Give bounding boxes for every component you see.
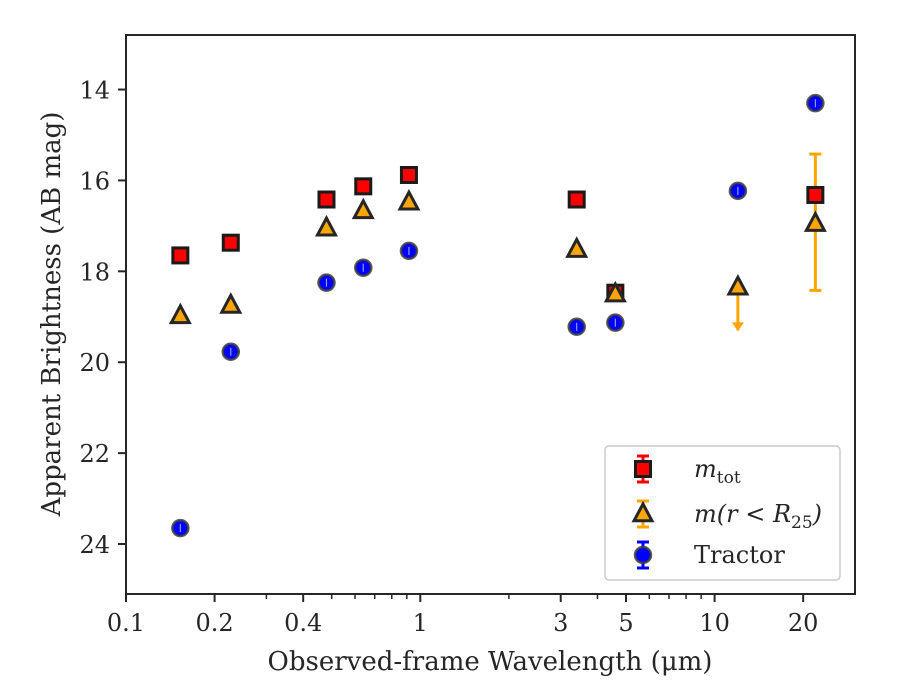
x-axis-label: Observed-frame Wavelength (μm) xyxy=(268,647,713,677)
x-tick-label: 1 xyxy=(413,609,428,637)
legend-marker xyxy=(634,460,652,478)
square-point xyxy=(354,177,373,196)
square-point xyxy=(567,190,586,209)
y-tick-label: 18 xyxy=(79,258,110,286)
triangle-point xyxy=(351,197,375,220)
square-point xyxy=(806,185,825,204)
legend-entry: Tractor xyxy=(633,540,785,570)
data-marks xyxy=(168,93,827,538)
x-tick-label: 3 xyxy=(553,609,568,637)
x-tick-label: 10 xyxy=(699,609,730,637)
series-1 xyxy=(168,189,827,332)
triangle-point xyxy=(803,210,827,232)
x-tick-label: 0.1 xyxy=(107,609,145,637)
square-point xyxy=(221,233,240,252)
triangle-point xyxy=(168,302,192,325)
legend-label: mtot xyxy=(694,455,741,488)
y-tick-label: 20 xyxy=(79,349,110,377)
series-2 xyxy=(171,93,825,538)
square-point xyxy=(399,165,418,184)
axis-ticks: 0.1 0.2 0.4 1 3 5 10 20 14 16 18 20 22 24 xyxy=(79,77,818,637)
legend: mtot m(r < R25) Tractor xyxy=(604,445,841,581)
legend-entry: m(r < R25) xyxy=(631,499,822,533)
legend-entry: mtot xyxy=(634,454,741,488)
x-tick-label: 0.2 xyxy=(196,609,234,637)
legend-marker xyxy=(631,500,655,523)
x-tick-label: 20 xyxy=(788,609,819,637)
x-tick-label: 5 xyxy=(618,609,633,637)
legend-box xyxy=(604,445,841,581)
y-tick-label: 16 xyxy=(79,167,110,195)
triangle-point xyxy=(314,214,338,237)
square-point xyxy=(317,190,336,209)
triangle-point xyxy=(219,292,243,314)
plot-frame xyxy=(125,34,856,595)
triangle-point xyxy=(603,280,627,303)
x-tick-label: 0.4 xyxy=(284,609,322,637)
triangle-point xyxy=(726,274,750,296)
upper-limit-arrowhead xyxy=(731,322,744,332)
legend-label: m(r < R25) xyxy=(694,500,822,533)
y-tick-label: 24 xyxy=(79,531,110,559)
y-axis-label: Apparent Brightness (AB mag) xyxy=(37,112,67,518)
triangle-point xyxy=(565,236,589,258)
y-tick-label: 22 xyxy=(79,440,110,468)
square-point xyxy=(171,246,190,265)
legend-marker xyxy=(633,545,653,565)
y-tick-label: 14 xyxy=(79,77,110,105)
triangle-point xyxy=(397,189,421,211)
legend-label: Tractor xyxy=(694,541,785,569)
